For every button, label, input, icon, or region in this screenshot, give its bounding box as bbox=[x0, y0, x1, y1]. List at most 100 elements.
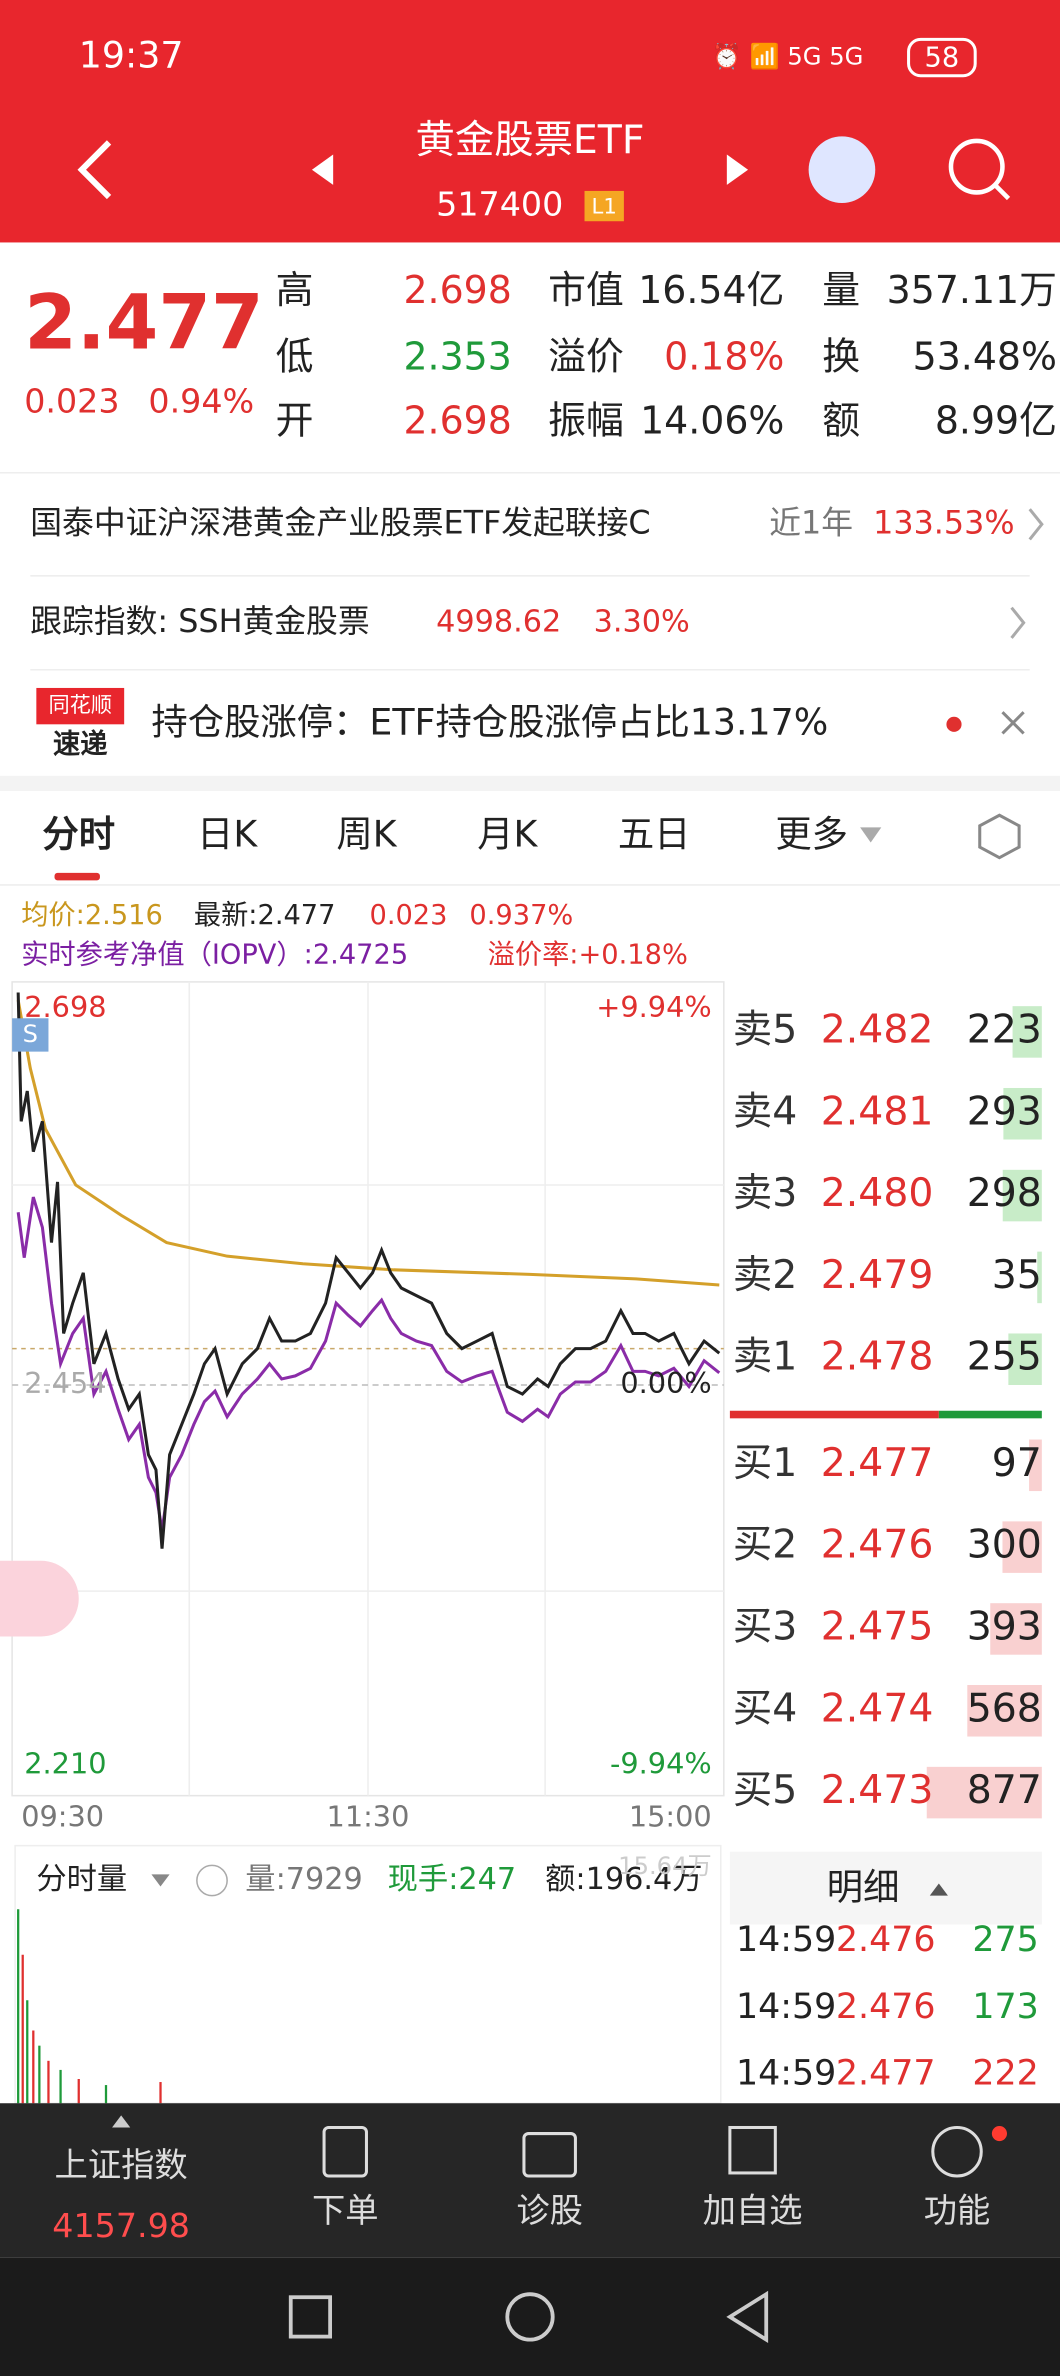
settings-icon[interactable] bbox=[978, 813, 1021, 860]
header-code: 517400 bbox=[436, 185, 563, 224]
y-top: 2.698 bbox=[24, 990, 106, 1024]
tracking-value: 4998.62 bbox=[436, 604, 561, 639]
system-nav bbox=[0, 2257, 1060, 2376]
tracking-row[interactable]: 跟踪指数: SSH黄金股票 4998.62 3.30% bbox=[30, 602, 1026, 640]
volume-bar bbox=[1003, 1087, 1042, 1140]
nav-item[interactable]: 诊股 bbox=[516, 2191, 583, 2230]
stat-value: 2.698 bbox=[403, 268, 511, 312]
close-button[interactable] bbox=[1001, 711, 1025, 735]
battery bbox=[907, 37, 977, 78]
book-price: 2.482 bbox=[821, 1006, 934, 1052]
header-bg bbox=[0, 0, 1060, 243]
volume-bar bbox=[1029, 1439, 1042, 1492]
stat-value: 14.06% bbox=[640, 398, 784, 442]
stat-label: 溢价 bbox=[548, 335, 624, 379]
book-volume: 293 bbox=[967, 1088, 1042, 1134]
detail-time: 14:59 bbox=[736, 1987, 836, 2027]
back-button[interactable] bbox=[77, 140, 112, 200]
stat-value: 2.698 bbox=[403, 398, 511, 442]
y-bottom: 2.210 bbox=[24, 1746, 106, 1780]
detail-time: 14:59 bbox=[736, 1920, 836, 1960]
volume-bar bbox=[926, 1766, 1042, 1819]
recents-button[interactable] bbox=[288, 2295, 333, 2339]
help-icon[interactable] bbox=[196, 1864, 228, 1897]
search-icon[interactable] bbox=[948, 138, 1005, 195]
volume-axis-max: 15.64万 bbox=[618, 1852, 712, 1880]
assistant-icon[interactable] bbox=[808, 136, 876, 204]
volume-current: 现手:247 bbox=[388, 1862, 517, 1897]
detail-volume: 275 bbox=[972, 1920, 1038, 1960]
detail-header[interactable] bbox=[729, 1851, 1042, 1925]
nav-item[interactable]: 下单 bbox=[312, 2191, 379, 2230]
book-volume: 35 bbox=[992, 1252, 1042, 1298]
stat-label: 振幅 bbox=[548, 398, 624, 442]
detail-time: 14:59 bbox=[736, 2053, 836, 2093]
tab[interactable]: 五日 bbox=[618, 812, 691, 855]
volume-bar bbox=[1037, 1251, 1042, 1304]
volume-bar bbox=[990, 1603, 1042, 1655]
book-label: 买3 bbox=[733, 1603, 797, 1649]
stat-value: 53.48% bbox=[913, 335, 1057, 379]
stat-label: 开 bbox=[276, 398, 314, 442]
news-row[interactable]: 同花顺 速递 持仓股涨停：ETF持仓股涨停占比13.17% bbox=[36, 687, 1025, 760]
fund-row[interactable]: 国泰中证沪深港黄金产业股票ETF发起联接C 近1年 133.53% bbox=[30, 503, 1044, 541]
book-volume: 298 bbox=[967, 1170, 1042, 1216]
level-badge bbox=[584, 190, 624, 222]
stat-label: 市值 bbox=[548, 268, 624, 312]
nav-icon bbox=[931, 2125, 983, 2178]
info-change-pct: 0.937% bbox=[469, 900, 573, 931]
volume-bar bbox=[1012, 1006, 1042, 1058]
book-volume: 223 bbox=[967, 1006, 1042, 1052]
volume-header: 分时量 量:7929 现手:247 额:196.4万 15.64万 bbox=[36, 1852, 711, 1897]
book-price: 2.473 bbox=[821, 1767, 934, 1813]
nav-index-name[interactable]: 上证指数 bbox=[55, 2145, 188, 2184]
nav-dot bbox=[991, 2125, 1007, 2142]
book-label: 卖2 bbox=[733, 1252, 797, 1298]
tab[interactable]: 月K bbox=[477, 812, 538, 855]
stat-value: 357.11万 bbox=[887, 268, 1057, 312]
info-change: 0.023 bbox=[369, 900, 447, 931]
pct-mid: 0.00% bbox=[620, 1366, 711, 1400]
floating-tab[interactable] bbox=[0, 1560, 79, 1637]
stat-label: 高 bbox=[276, 268, 314, 312]
nav-icon bbox=[728, 2125, 777, 2175]
bottom-nav bbox=[0, 2103, 1060, 2258]
volume-bars bbox=[17, 1909, 162, 2104]
book-label: 卖5 bbox=[733, 1006, 797, 1052]
time-label: 15:00 bbox=[629, 1799, 712, 1833]
fund-return: 133.53% bbox=[873, 503, 1014, 541]
news-text: 持仓股涨停：ETF持仓股涨停占比13.17% bbox=[151, 700, 828, 743]
back-nav-button[interactable] bbox=[726, 2290, 769, 2344]
premium-rate: 溢价率:+0.18% bbox=[488, 940, 688, 971]
tracking-change: 3.30% bbox=[594, 604, 690, 639]
next-button[interactable] bbox=[726, 154, 749, 185]
tab-indicator bbox=[54, 872, 100, 881]
prev-button[interactable] bbox=[311, 154, 334, 185]
home-button[interactable] bbox=[505, 2292, 555, 2342]
volume-amount: 额:196.4万 bbox=[545, 1862, 702, 1897]
tab[interactable]: 周K bbox=[336, 812, 397, 855]
order-book: 卖5 2.482 223 卖4 2.481 293 卖3 2.480 298 卖2 2.479 35 卖… bbox=[733, 1006, 1042, 1819]
stat-value: 0.18% bbox=[664, 335, 784, 379]
nav-item[interactable]: 加自选 bbox=[703, 2191, 803, 2230]
book-volume: 568 bbox=[967, 1685, 1042, 1731]
book-label: 卖4 bbox=[733, 1088, 797, 1134]
book-price: 2.479 bbox=[821, 1252, 934, 1298]
status-time: 19:37 bbox=[79, 34, 184, 77]
book-volume: 300 bbox=[967, 1522, 1042, 1568]
avg-line bbox=[16, 999, 720, 1287]
volume-total: 量:7929 bbox=[245, 1862, 363, 1897]
volume-selector[interactable]: 分时量 bbox=[36, 1862, 127, 1897]
book-label: 买4 bbox=[733, 1685, 797, 1731]
iopv: 实时参考净值（IOPV）:2.4725 bbox=[21, 940, 408, 971]
status-icons: ⏰ 📶 5G 5G bbox=[712, 42, 864, 71]
news-badge-top-text: 同花顺 bbox=[48, 692, 112, 717]
tab[interactable]: 分时 bbox=[42, 812, 115, 855]
book-label: 买5 bbox=[733, 1767, 797, 1813]
stat-label: 量 bbox=[822, 268, 860, 312]
tab[interactable]: 日K bbox=[197, 812, 258, 855]
price: 2.477 bbox=[24, 278, 263, 366]
volume-bar bbox=[1002, 1521, 1042, 1573]
nav-item[interactable]: 功能 bbox=[924, 2191, 991, 2230]
tab[interactable]: 更多 bbox=[775, 812, 848, 855]
